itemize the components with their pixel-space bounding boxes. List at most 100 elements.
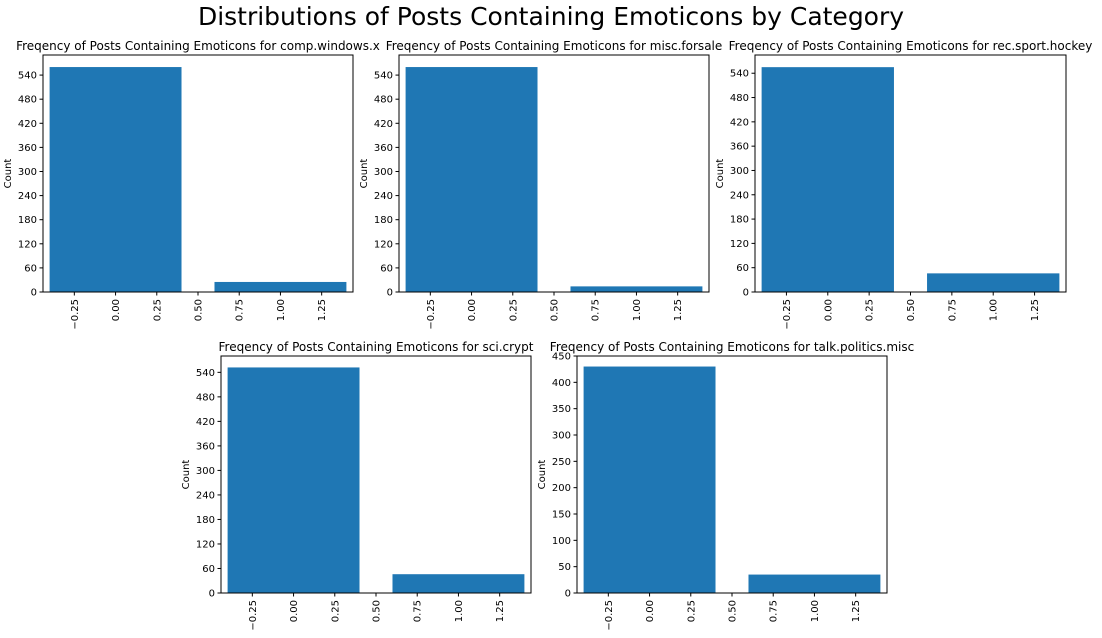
y-tick-label: 350 [552, 404, 571, 415]
y-tick-label: 360 [18, 143, 37, 154]
x-tick-label: 0.50 [728, 600, 739, 622]
x-tick-label: 1.25 [851, 600, 862, 622]
x-tick-label: 0.00 [645, 600, 656, 622]
y-tick-label: 450 [552, 352, 571, 363]
x-tick-label: 1.00 [276, 299, 287, 321]
y-tick-label: 150 [552, 510, 571, 521]
x-tick-label: 0.00 [111, 299, 122, 321]
x-tick-label: −0.25 [604, 600, 615, 631]
bar-3-1 [927, 273, 1060, 292]
x-tick-label: 1.00 [989, 299, 1000, 321]
x-tick-label: 0.25 [865, 299, 876, 321]
bar-4-1 [392, 574, 525, 593]
y-tick-label: 480 [196, 392, 215, 403]
x-tick-label: 0.50 [550, 299, 561, 321]
y-tick-label: 250 [552, 457, 571, 468]
bar-4-0 [227, 367, 360, 593]
y-axis-label: Count [537, 460, 548, 490]
y-tick-label: 420 [374, 119, 393, 130]
y-tick-label: 420 [196, 417, 215, 428]
y-tick-label: 300 [18, 167, 37, 178]
bar-1-0 [49, 67, 182, 293]
y-tick-label: 180 [730, 215, 749, 226]
x-tick-label: 1.25 [317, 299, 328, 321]
subplot-title: Freqency of Posts Containing Emoticons f… [219, 340, 534, 354]
y-tick-label: 480 [374, 95, 393, 106]
x-tick-label: 1.25 [495, 600, 506, 622]
subplot-4: 0 60 120 180 240 300 360 420 480 540 −0.25 0.00 0.25… [181, 340, 534, 631]
y-tick-label: 480 [18, 95, 37, 106]
x-tick-label: 0.75 [947, 299, 958, 321]
y-tick-label: 60 [380, 263, 393, 274]
y-tick-label: 180 [374, 215, 393, 226]
subplot-2: 0 60 120 180 240 300 360 420 480 540 −0.25 0.00 0.25… [359, 39, 722, 330]
subplot-title: Freqency of Posts Containing Emoticons f… [386, 39, 723, 53]
y-tick-label: 420 [730, 117, 749, 128]
y-tick-label: 360 [374, 143, 393, 154]
y-tick-label: 100 [552, 536, 571, 547]
y-tick-label: 400 [552, 378, 571, 389]
y-tick-label: 360 [196, 441, 215, 452]
x-tick-label: 0.75 [235, 299, 246, 321]
y-tick-label: 60 [24, 263, 37, 274]
y-tick-label: 540 [196, 368, 215, 379]
y-tick-label: 240 [374, 191, 393, 202]
y-tick-label: 0 [565, 589, 571, 600]
y-tick-label: 200 [552, 483, 571, 494]
subplot-3: 0 60 120 180 240 300 360 420 480 540 −0.25 0.00 0.25… [715, 39, 1092, 330]
y-tick-label: 120 [196, 539, 215, 550]
x-tick-label: 0.25 [686, 600, 697, 622]
x-tick-label: 1.25 [1030, 299, 1041, 321]
x-tick-label: 1.00 [810, 600, 821, 622]
y-tick-label: 120 [374, 239, 393, 250]
bar-1-1 [214, 281, 347, 292]
y-tick-label: 0 [387, 288, 393, 299]
x-tick-label: −0.25 [426, 299, 437, 330]
y-tick-label: 240 [196, 490, 215, 501]
subplot-title: Freqency of Posts Containing Emoticons f… [729, 39, 1093, 53]
bar-2-0 [405, 67, 538, 293]
y-axis-label: Count [181, 460, 192, 490]
y-tick-label: 180 [196, 515, 215, 526]
x-tick-label: −0.25 [248, 600, 259, 631]
x-tick-label: 0.75 [413, 600, 424, 622]
y-tick-label: 180 [18, 215, 37, 226]
x-tick-label: 0.75 [769, 600, 780, 622]
y-tick-label: 0 [743, 288, 749, 299]
y-tick-label: 300 [196, 466, 215, 477]
bar-3-0 [761, 67, 894, 293]
subplot-5: 0 50 100 150 200 250 300 350 400 450 −0.25 0.00 0.25… [537, 340, 914, 631]
y-tick-label: 300 [374, 167, 393, 178]
figure-title: Distributions of Posts Containing Emotic… [197, 2, 905, 31]
y-tick-label: 300 [552, 431, 571, 442]
y-tick-label: 480 [730, 93, 749, 104]
subplot-1: 0 60 120 180 240 300 360 420 480 540 −0.25 0.00 0.25… [3, 39, 380, 330]
y-tick-label: 420 [18, 119, 37, 130]
x-tick-label: 1.25 [673, 299, 684, 321]
x-tick-label: 0.00 [467, 299, 478, 321]
x-tick-label: 0.25 [330, 600, 341, 622]
bar-5-1 [748, 574, 881, 593]
y-tick-label: 60 [202, 564, 215, 575]
x-tick-label: −0.25 [70, 299, 81, 330]
x-tick-label: 0.00 [823, 299, 834, 321]
y-tick-label: 240 [730, 190, 749, 201]
y-tick-label: 540 [374, 71, 393, 82]
subplot-title: Freqency of Posts Containing Emoticons f… [550, 340, 914, 354]
y-tick-label: 360 [730, 142, 749, 153]
x-tick-label: −0.25 [782, 299, 793, 330]
x-tick-label: 0.50 [372, 600, 383, 622]
x-tick-label: 0.75 [591, 299, 602, 321]
y-axis-label: Count [715, 159, 726, 189]
bar-2-1 [570, 286, 703, 292]
y-tick-label: 540 [730, 69, 749, 80]
y-axis-label: Count [3, 159, 14, 189]
x-tick-label: 1.00 [454, 600, 465, 622]
y-tick-label: 540 [18, 71, 37, 82]
x-tick-label: 0.25 [508, 299, 519, 321]
y-tick-label: 60 [736, 263, 749, 274]
x-tick-label: 0.25 [152, 299, 163, 321]
y-tick-label: 300 [730, 166, 749, 177]
x-tick-label: 0.50 [906, 299, 917, 321]
